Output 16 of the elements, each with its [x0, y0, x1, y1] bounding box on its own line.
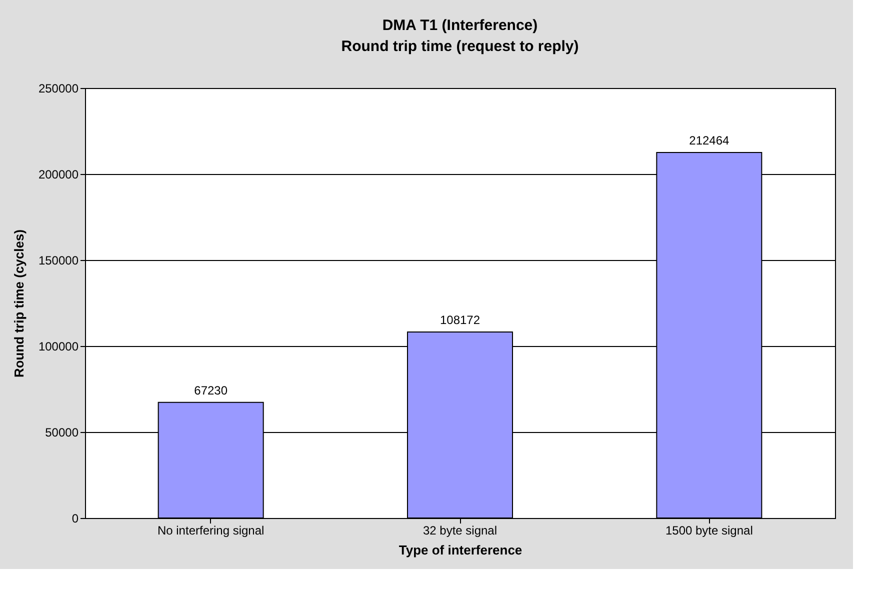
data-label: 108172: [440, 312, 480, 327]
x-tick-label: 32 byte signal: [422, 524, 498, 538]
data-label: 212464: [689, 134, 730, 148]
chart-title: DMA T1 (Interference): [382, 17, 538, 34]
y-tick-label: 50000: [45, 426, 79, 440]
y-tick-label: 200000: [38, 168, 79, 182]
y-tick-label: 0: [72, 512, 79, 526]
chart-subtitle: Round trip time (request to reply): [341, 38, 579, 55]
x-tick-label: 1500 byte signal: [665, 524, 753, 538]
data-label: 67230: [194, 383, 228, 398]
y-tick-label: 150000: [38, 254, 79, 268]
y-tick-label: 100000: [38, 340, 79, 354]
y-tick-label: 250000: [38, 82, 79, 96]
x-axis-title: Type of interference: [398, 542, 522, 558]
x-tick-label: No interfering signal: [157, 524, 264, 538]
y-axis-title: Round trip time (cycles): [11, 229, 26, 378]
